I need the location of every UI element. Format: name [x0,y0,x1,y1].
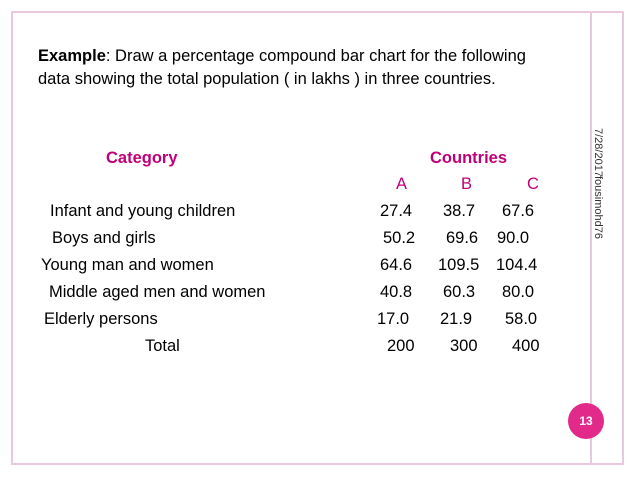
row-label: Elderly persons [44,310,158,328]
cell-a: 17.0 [377,310,410,328]
cell-b: 69.6 [446,229,479,247]
cell-c: 67.6 [502,202,535,220]
cell-c: 104.4 [496,256,538,274]
cell-a: 40.8 [380,283,413,301]
row-label: Infant and young children [50,202,236,220]
intro-body: : Draw a percentage compound bar chart f… [38,47,526,88]
row-label: Young man and women [41,256,214,274]
row-label-total: Total [145,337,180,355]
total-a: 200 [387,337,415,355]
cell-a: 27.4 [380,202,413,220]
side-divider [590,11,592,465]
intro-text: Example: Draw a percentage compound bar … [38,45,558,91]
total-c: 400 [512,337,540,355]
column-header-b: B [461,175,473,193]
cell-b: 21.9 [440,310,473,328]
slide-frame [11,11,624,465]
cell-b: 60.3 [443,283,476,301]
total-b: 300 [450,337,478,355]
intro-lead: Example [38,47,106,65]
category-header: Category [106,149,178,167]
slide-number-badge: 13 [568,403,604,439]
cell-a: 64.6 [380,256,413,274]
cell-c: 58.0 [505,310,538,328]
cell-a: 50.2 [383,229,416,247]
slide-date: 7/28/2017 [592,128,604,177]
countries-header: Countries [430,149,508,167]
cell-c: 90.0 [497,229,530,247]
cell-b: 38.7 [443,202,476,220]
cell-c: 80.0 [502,283,535,301]
row-label: Middle aged men and women [49,283,266,301]
column-header-a: A [396,175,408,193]
cell-b: 109.5 [438,256,480,274]
column-header-c: C [527,175,539,193]
slide-author: fousimohd76 [592,176,604,239]
row-label: Boys and girls [52,229,156,247]
